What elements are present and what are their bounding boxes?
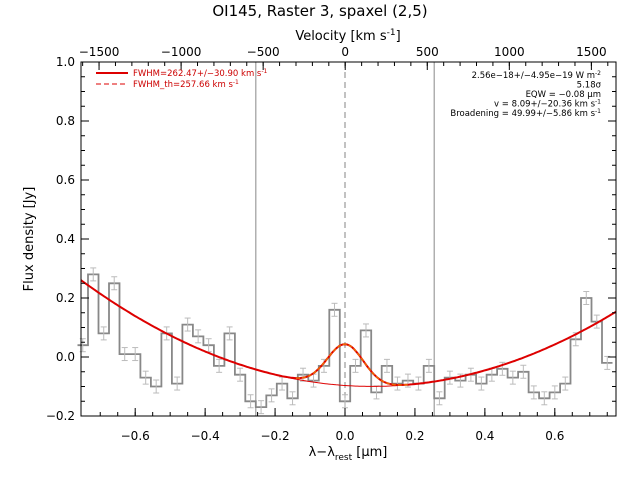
error-bar: [226, 326, 233, 341]
fit-series: [80, 279, 617, 387]
error-bar: [289, 391, 296, 406]
error-bar: [121, 347, 128, 362]
x-tick-label: −0.2: [260, 429, 289, 443]
error-bar: [593, 314, 600, 329]
error-bar: [268, 388, 275, 403]
error-bar: [436, 391, 443, 406]
error-bar: [446, 370, 453, 385]
chart-title: OI145, Raster 3, spaxel (2,5): [212, 2, 427, 20]
x-tick-label: −0.6: [121, 429, 150, 443]
error-bar: [478, 376, 485, 391]
legend-label: FWHM=262.47+/−30.90 km s-1: [133, 68, 268, 79]
x-axis-ticks: −0.6 −0.4 −0.2 0.0 0.2 0.4 0.6: [99, 408, 608, 443]
y-axis-ticks: −0.2 0.0 0.2 0.4 0.6 0.8 1.0: [46, 55, 616, 423]
vertical-reference-lines: [255, 62, 435, 416]
error-bar: [195, 329, 202, 344]
error-bar: [184, 317, 191, 332]
legend-label: FWHM_th=257.66 km s-1: [133, 79, 239, 90]
error-bar: [100, 326, 107, 341]
annotation-text: 2.56e−18+/−4.95e−19 W m-2: [472, 70, 602, 81]
error-bar: [111, 276, 118, 291]
error-bar: [352, 358, 359, 373]
error-bar: [342, 394, 349, 409]
error-bar: [216, 358, 223, 373]
error-bar: [394, 376, 401, 391]
y-tick-label: 0.0: [56, 350, 75, 364]
error-bar: [425, 358, 432, 373]
x-tick-label: −0.4: [191, 429, 220, 443]
top-tick-label: 500: [416, 45, 439, 59]
error-bar: [258, 400, 265, 415]
error-bar: [541, 391, 548, 406]
y-tick-label: 1.0: [56, 55, 75, 69]
error-bar: [132, 347, 139, 362]
error-bar: [153, 379, 160, 394]
x-tick-label: 0.0: [335, 429, 354, 443]
error-bar: [174, 376, 181, 391]
annotation-text: EQW = −0.08 μm: [526, 90, 601, 100]
error-bar: [362, 323, 369, 338]
top-tick-label: 1500: [576, 45, 607, 59]
y-tick-label: 0.2: [56, 291, 75, 305]
x-tick-label: 0.2: [405, 429, 424, 443]
top-tick-label: −1000: [161, 45, 202, 59]
x-tick-label: 0.4: [475, 429, 494, 443]
error-bar: [90, 267, 97, 282]
top-tick-label: −1500: [79, 45, 120, 59]
y-axis-label: Flux density [Jy]: [22, 187, 37, 292]
top-tick-label: 0: [341, 45, 349, 59]
top-axis-label: Velocity [km s-1]: [295, 28, 400, 44]
fit-curve: [80, 279, 617, 387]
error-bar: [583, 291, 590, 305]
error-bar: [383, 358, 390, 373]
annotation-text: v = 8.09+/−20.36 km s-1: [494, 99, 601, 110]
error-bar: [142, 370, 149, 385]
error-bar: [551, 385, 558, 400]
y-tick-label: 0.8: [56, 114, 75, 128]
error-bar: [237, 367, 244, 382]
y-tick-label: 0.6: [56, 173, 75, 187]
error-bar: [604, 355, 611, 370]
annotation-text: 5.18σ: [577, 81, 602, 91]
top-axis-ticks: −1500 −1000 −500 0 500 1000 1500: [79, 45, 609, 70]
x-axis-label: λ−λrest [μm]: [309, 445, 388, 463]
error-bar: [562, 376, 569, 391]
spectrum-line: [77, 273, 613, 408]
error-bar: [530, 385, 537, 400]
error-bar: [509, 370, 516, 385]
y-tick-label: 0.4: [56, 232, 75, 246]
annotation-text: Broadening = 49.99+/−5.86 km s-1: [450, 108, 601, 119]
line-profile-curve: [296, 343, 408, 386]
error-bar: [331, 302, 338, 317]
top-tick-label: 1000: [494, 45, 525, 59]
y-tick-label: −0.2: [46, 409, 75, 423]
spectrum-series: [77, 267, 613, 415]
legend: FWHM=262.47+/−30.90 km s-1FWHM_th=257.66…: [96, 68, 268, 90]
error-bar: [247, 394, 254, 409]
x-tick-label: 0.6: [545, 429, 564, 443]
top-tick-label: −500: [247, 45, 280, 59]
error-bar: [520, 364, 527, 379]
